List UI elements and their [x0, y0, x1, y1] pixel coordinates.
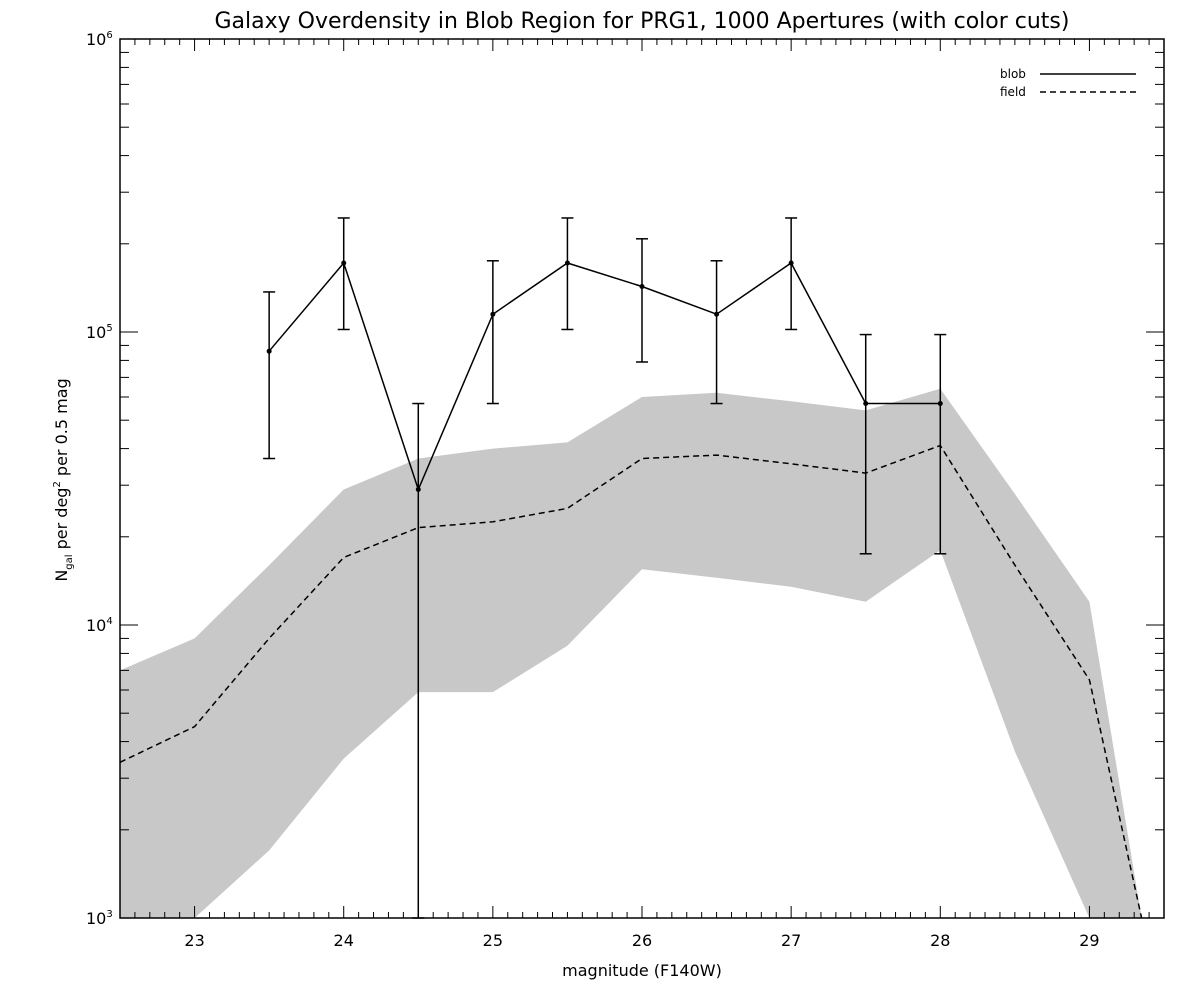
field-series-line	[120, 444, 1143, 918]
chart-title: Galaxy Overdensity in Blob Region for PR…	[215, 9, 1070, 34]
blob-data-point	[639, 283, 645, 289]
blob-data-point	[415, 487, 421, 493]
x-tick-label: 23	[184, 931, 204, 950]
y-tick-label: 103	[86, 909, 113, 928]
blob-data-point	[490, 311, 496, 317]
x-tick-label: 28	[930, 931, 950, 950]
field-series-layer	[120, 444, 1143, 918]
blob-data-point	[266, 348, 272, 354]
blob-series-layer	[263, 217, 947, 919]
blob-series-line	[268, 261, 941, 492]
x-tick-label: 25	[483, 931, 503, 950]
y-tick-label: 106	[86, 30, 113, 49]
x-tick-label: 29	[1079, 931, 1099, 950]
x-tick-label: 26	[632, 931, 652, 950]
legend-label-blob: blob	[1000, 67, 1026, 81]
axes-layer: 23 24 25 26 27 28 29 103 104 105 106	[86, 30, 1165, 950]
blob-data-point	[714, 311, 720, 317]
blob-data-point	[564, 260, 570, 266]
legend-label-field: field	[1000, 85, 1026, 99]
blob-data-point	[341, 260, 347, 266]
blob-data-point	[863, 401, 869, 407]
blob-data-point	[788, 260, 794, 266]
y-tick-label: 105	[86, 323, 113, 342]
legend: blob field	[1000, 67, 1136, 99]
y-axis-label-text: Ngal per deg2 per 0.5 mag	[52, 378, 75, 581]
x-tick-label: 24	[334, 931, 354, 950]
blob-data-point	[937, 401, 943, 407]
y-axis-label: Ngal per deg2 per 0.5 mag	[52, 378, 75, 581]
field-scatter-band-layer	[120, 388, 1142, 918]
x-tick-label: 27	[781, 931, 801, 950]
y-tick-label: 104	[86, 616, 113, 635]
x-axis-label: magnitude (F140W)	[562, 961, 722, 980]
field-scatter-band	[120, 388, 1142, 918]
